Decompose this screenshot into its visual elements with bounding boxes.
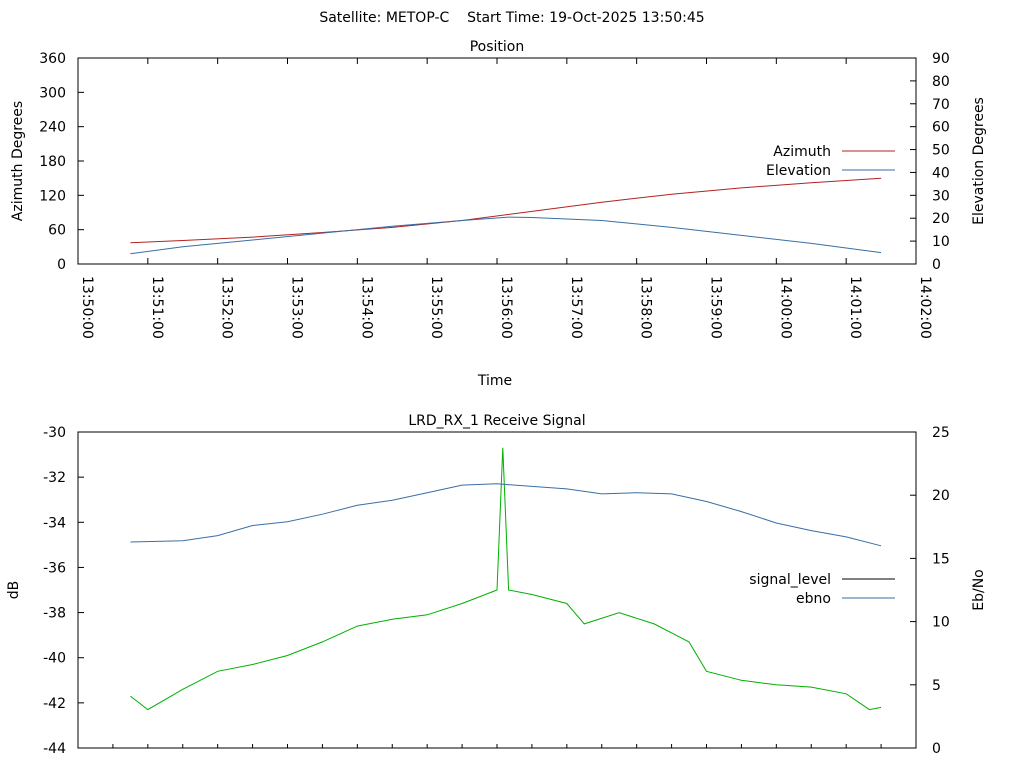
ebno-tick-label: 5	[932, 678, 941, 694]
x-tick-label: 13:58:00	[638, 276, 654, 339]
azimuth-tick-label: 360	[39, 51, 66, 67]
ebno-tick-label: 20	[932, 488, 950, 504]
azimuth-tick-label: 120	[39, 188, 66, 204]
receive-signal-chart-title: LRD_RX_1 Receive Signal	[408, 413, 585, 429]
azimuth-tick-label: 240	[39, 120, 66, 136]
db-axis-label: dB	[6, 581, 22, 600]
db-tick-label: -30	[43, 425, 66, 441]
legend-label: Elevation	[766, 163, 831, 179]
db-tick-label: -40	[43, 651, 66, 667]
elevation-tick-label: 50	[932, 143, 950, 159]
elevation-tick-label: 80	[932, 74, 950, 90]
db-tick-label: -44	[43, 741, 66, 757]
position-chart: Position 13:50:00 13:51:00 13:52:00 13:53:0…	[10, 39, 987, 389]
elevation-tick-label: 30	[932, 188, 950, 204]
ebno-tick-label: 15	[932, 551, 950, 567]
position-tick-group: 13:50:00 13:51:00 13:52:00 13:53:00 13:54:00…	[39, 51, 950, 339]
x-tick-label: 13:53:00	[289, 276, 305, 339]
x-tick-label: 14:02:00	[917, 276, 933, 339]
azimuth-tick-label: 0	[57, 257, 66, 273]
db-tick-label: -42	[43, 696, 66, 712]
receive-signal-tick-group: -30 -32 -34 -36 -38 -40 -42 -44 0 5 10 15 20 25	[43, 425, 950, 757]
x-tick-label: 13:51:00	[149, 276, 165, 339]
x-tick-label: 13:56:00	[498, 276, 514, 339]
legend-label: Azimuth	[773, 144, 831, 160]
time-axis-label: Time	[477, 373, 512, 389]
ebno-line	[130, 483, 882, 547]
elevation-line	[130, 216, 882, 255]
x-tick-label: 14:00:00	[777, 276, 793, 339]
azimuth-tick-label: 60	[48, 223, 66, 239]
x-tick-label: 13:54:00	[358, 276, 374, 339]
x-tick-label: 13:52:00	[219, 276, 235, 339]
elevation-tick-label: 20	[932, 211, 950, 227]
page-title: Satellite: METOP-C Start Time: 19-Oct-20…	[319, 10, 704, 26]
elevation-tick-label: 0	[932, 257, 941, 273]
position-legend: Azimuth Elevation	[766, 144, 895, 179]
elevation-tick-label: 10	[932, 234, 950, 250]
elevation-axis-label: Elevation Degrees	[971, 97, 987, 225]
ebno-axis-label: Eb/No	[971, 569, 987, 611]
x-tick-label: 14:01:00	[847, 276, 863, 339]
db-tick-label: -34	[43, 515, 66, 531]
db-tick-label: -32	[43, 470, 66, 486]
x-tick-label: 13:57:00	[568, 276, 584, 339]
position-series-group	[130, 177, 882, 255]
position-chart-title: Position	[470, 39, 525, 55]
azimuth-line	[130, 177, 882, 244]
db-tick-label: -38	[43, 606, 66, 622]
azimuth-tick-label: 180	[39, 154, 66, 170]
ebno-tick-label: 25	[932, 425, 950, 441]
legend-label: signal_level	[749, 572, 831, 588]
azimuth-tick-label: 300	[39, 85, 66, 101]
position-plot-frame	[77, 57, 917, 265]
elevation-tick-label: 90	[932, 51, 950, 67]
elevation-tick-label: 70	[932, 97, 950, 113]
elevation-tick-label: 60	[932, 120, 950, 136]
ebno-tick-label: 0	[932, 741, 941, 757]
ebno-tick-label: 10	[932, 615, 950, 631]
legend-label: ebno	[796, 591, 831, 607]
x-tick-label: 13:59:00	[708, 276, 724, 339]
azimuth-axis-label: Azimuth Degrees	[10, 101, 26, 221]
x-tick-label: 13:55:00	[428, 276, 444, 339]
signal-level-line	[130, 447, 882, 711]
x-tick-label: 13:50:00	[79, 276, 95, 339]
elevation-tick-label: 40	[932, 165, 950, 181]
receive-signal-chart: LRD_RX_1 Receive Signal -30-32-34-36-38-…	[6, 413, 987, 757]
receive-signal-series-group	[130, 447, 882, 711]
db-tick-label: -36	[43, 560, 66, 576]
